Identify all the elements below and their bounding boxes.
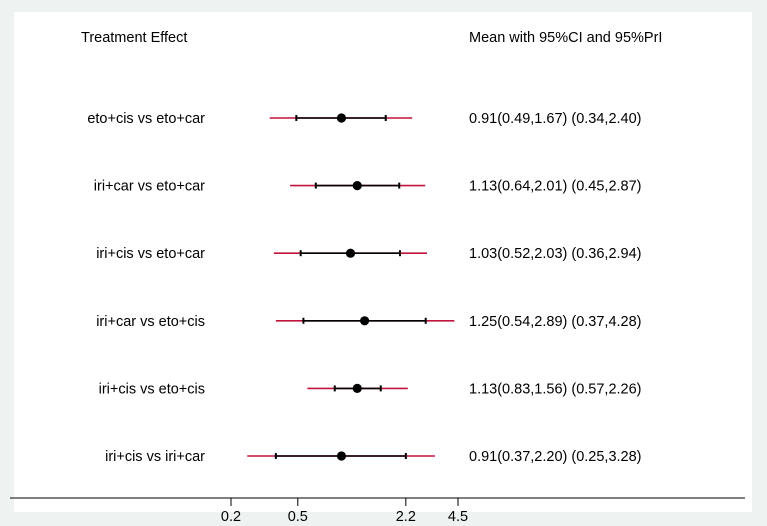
mean-point	[352, 383, 362, 393]
mean-point	[336, 451, 347, 461]
mean-point	[352, 181, 362, 191]
row-estimate-text: 1.03(0.52,2.03) (0.36,2.94)	[469, 246, 642, 262]
mean-point	[345, 248, 356, 258]
plot-panel	[14, 12, 752, 512]
mean-point	[360, 316, 370, 326]
forest-row: iri+cis vs eto+cis 1.13(0.83,1.56) (0.57,…	[99, 381, 642, 397]
forest-row: iri+car vs eto+cis 1.25(0.54,2.89) (0.37,…	[96, 314, 641, 330]
row-label: iri+cis vs iri+car	[105, 449, 205, 465]
row-estimate-text: 0.91(0.37,2.20) (0.25,3.28)	[469, 449, 642, 465]
rows-layer: eto+cis vs eto+car 0.91(0.49,1.67) (0.34,…	[87, 111, 641, 465]
row-estimate-text: 0.91(0.49,1.67) (0.34,2.40)	[469, 111, 642, 127]
row-label: eto+cis vs eto+car	[87, 111, 205, 127]
left-header: Treatment Effect	[81, 30, 187, 46]
mean-point	[336, 113, 347, 123]
x-tick-label: 2.2	[396, 509, 416, 525]
row-label: iri+cis vs eto+car	[96, 246, 205, 262]
row-estimate-text: 1.25(0.54,2.89) (0.37,4.28)	[469, 314, 642, 330]
row-estimate-text: 1.13(0.83,1.56) (0.57,2.26)	[469, 381, 642, 397]
forest-row: eto+cis vs eto+car 0.91(0.49,1.67) (0.34,…	[87, 111, 641, 127]
x-axis-ticks: 0.2 0.5 2.2 4.5	[221, 498, 468, 525]
row-estimate-text: 1.13(0.64,2.01) (0.45,2.87)	[469, 179, 642, 195]
x-tick-label: 0.2	[221, 509, 241, 525]
forest-row: iri+cis vs eto+car 1.03(0.52,2.03) (0.36,…	[96, 246, 641, 262]
x-tick-label: 0.5	[288, 509, 308, 525]
row-label: iri+cis vs eto+cis	[99, 381, 205, 397]
x-tick-label: 4.5	[448, 509, 468, 525]
right-header: Mean with 95%CI and 95%PrI	[469, 30, 662, 46]
forest-row: iri+cis vs iri+car 0.91(0.37,2.20) (0.25,…	[105, 449, 641, 465]
row-label: iri+car vs eto+car	[94, 179, 205, 195]
row-label: iri+car vs eto+cis	[96, 314, 205, 330]
forest-row: iri+car vs eto+car 1.13(0.64,2.01) (0.45,…	[94, 179, 642, 195]
